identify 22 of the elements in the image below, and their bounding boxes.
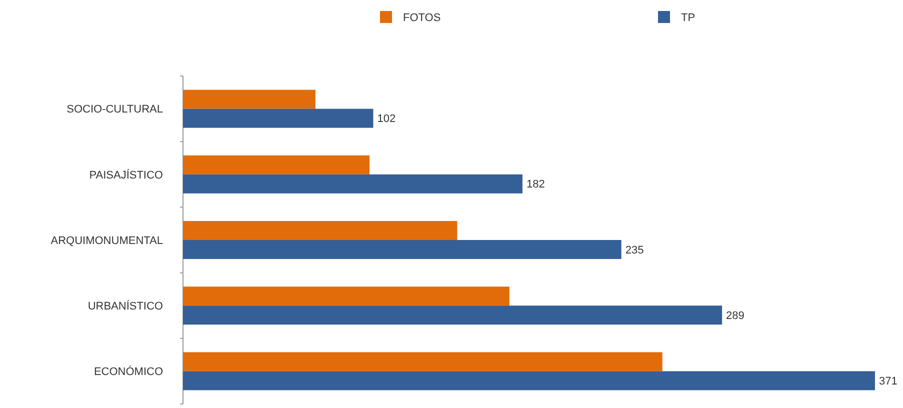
data-label: 289 [726,310,744,322]
legend-label: TP [681,12,696,24]
data-label: 235 [625,244,644,256]
data-label: 102 [377,113,396,126]
y-tick-label: SOCIO-CULTURAL [66,104,163,116]
y-tick-label: PAISAJÍSTICO [89,168,164,182]
bar [183,352,662,372]
legend-label: FOTOS [403,12,441,24]
bar [183,108,374,128]
bar [183,221,458,240]
y-tick-label: ARQUIMONUMENTAL [50,234,163,247]
bar [183,174,522,194]
bar [183,306,722,325]
data-label: 182 [526,178,545,191]
y-tick-label: URBANÍSTICO [88,299,164,312]
y-tick-label: ECONÓMICO [94,365,164,378]
bar [183,286,510,306]
bar [183,90,316,109]
bar [183,240,622,259]
bar [183,155,370,174]
data-label: 371 [879,376,898,388]
bar [183,371,875,390]
